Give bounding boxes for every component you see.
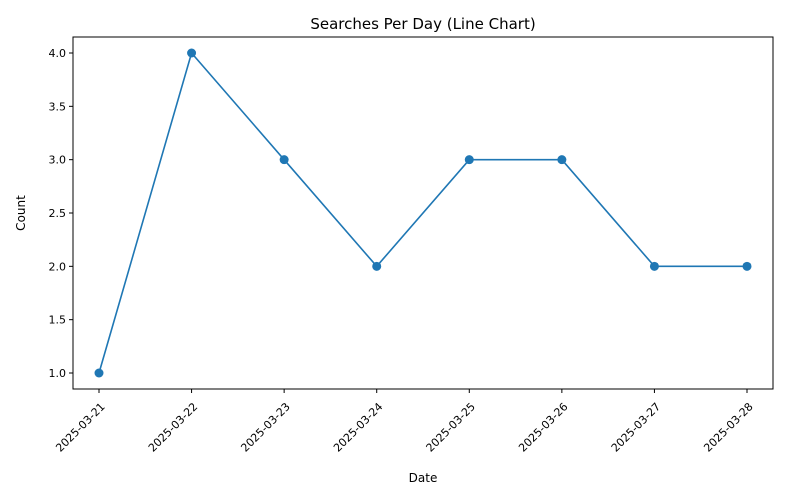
- data-point: [94, 368, 104, 378]
- x-tick-label: 2025-03-22: [146, 400, 200, 454]
- chart-title: Searches Per Day (Line Chart): [310, 15, 535, 33]
- data-point: [557, 155, 567, 165]
- data-point: [649, 261, 659, 271]
- data-point: [187, 48, 197, 58]
- data-point: [372, 261, 382, 271]
- y-tick-label: 2.0: [49, 260, 67, 273]
- y-tick-label: 4.0: [49, 47, 67, 60]
- x-tick-label: 2025-03-25: [424, 400, 478, 454]
- plot-area: [72, 36, 774, 390]
- y-axis: 1.0 1.5 2.0 2.5 3.0 3.5 4.0: [49, 47, 73, 380]
- x-tick-label: 2025-03-26: [516, 400, 570, 454]
- data-point: [279, 155, 289, 165]
- x-tick-label: 2025-03-23: [238, 400, 292, 454]
- data-point: [464, 155, 474, 165]
- y-tick-label: 3.0: [49, 154, 67, 167]
- x-tick-label: 2025-03-24: [331, 400, 385, 454]
- x-tick-label: 2025-03-21: [53, 400, 107, 454]
- y-tick-label: 2.5: [49, 207, 67, 220]
- x-tick-label: 2025-03-28: [701, 400, 755, 454]
- y-tick-label: 1.0: [49, 367, 67, 380]
- x-axis: 2025-03-21 2025-03-22 2025-03-23 2025-03-24…: [53, 389, 756, 455]
- x-axis-label: Date: [409, 471, 438, 485]
- data-point: [742, 261, 752, 271]
- series-line: [98, 51, 747, 374]
- y-tick-label: 1.5: [49, 314, 67, 327]
- y-tick-label: 3.5: [49, 100, 67, 113]
- x-tick-label: 2025-03-27: [609, 400, 663, 454]
- y-axis-label: Count: [14, 195, 28, 231]
